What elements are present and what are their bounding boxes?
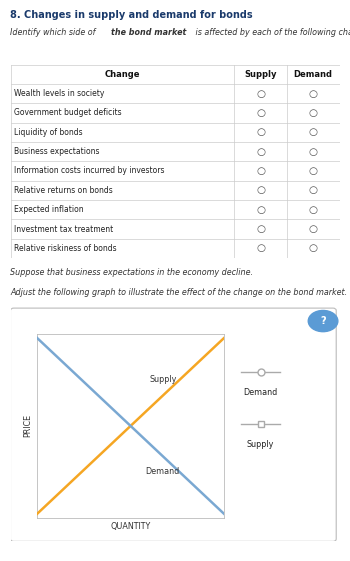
Text: Investment tax treatment: Investment tax treatment — [14, 224, 113, 233]
Text: ○: ○ — [309, 108, 318, 118]
Text: Government budget deficits: Government budget deficits — [14, 108, 121, 117]
Text: ○: ○ — [309, 166, 318, 176]
X-axis label: QUANTITY: QUANTITY — [111, 522, 151, 531]
Text: Identify which side of: Identify which side of — [10, 29, 98, 38]
Text: is affected by each of the following changes.: is affected by each of the following cha… — [193, 29, 350, 38]
Text: Adjust the following graph to illustrate the effect of the change on the bond ma: Adjust the following graph to illustrate… — [10, 288, 348, 297]
Text: Supply: Supply — [247, 440, 274, 449]
Text: Relative returns on bonds: Relative returns on bonds — [14, 186, 113, 195]
Text: Liquidity of bonds: Liquidity of bonds — [14, 128, 82, 137]
Text: Demand: Demand — [243, 388, 278, 397]
Text: Wealth levels in society: Wealth levels in society — [14, 89, 104, 98]
FancyBboxPatch shape — [10, 308, 336, 541]
Text: ○: ○ — [256, 205, 265, 215]
Text: ○: ○ — [256, 185, 265, 195]
Text: the bond market: the bond market — [111, 29, 186, 38]
Text: ○: ○ — [309, 146, 318, 157]
Text: ○: ○ — [256, 89, 265, 99]
Text: Change: Change — [105, 70, 140, 79]
Text: ○: ○ — [309, 89, 318, 99]
Text: ○: ○ — [309, 185, 318, 195]
Text: Business expectations: Business expectations — [14, 147, 99, 156]
Text: ○: ○ — [256, 224, 265, 234]
Text: ○: ○ — [309, 243, 318, 254]
Text: Relative riskiness of bonds: Relative riskiness of bonds — [14, 244, 117, 253]
Text: ○: ○ — [309, 205, 318, 215]
Text: Expected inflation: Expected inflation — [14, 205, 83, 214]
Text: ○: ○ — [256, 166, 265, 176]
Text: ○: ○ — [256, 146, 265, 157]
Text: Demand: Demand — [146, 467, 180, 476]
Text: Supply: Supply — [244, 70, 277, 79]
Text: Information costs incurred by investors: Information costs incurred by investors — [14, 167, 164, 176]
Circle shape — [308, 310, 338, 332]
Text: Demand: Demand — [294, 70, 333, 79]
Text: ○: ○ — [309, 224, 318, 234]
Text: ○: ○ — [256, 127, 265, 137]
Text: Suppose that business expectations in the economy decline.: Suppose that business expectations in th… — [10, 269, 253, 278]
Text: ○: ○ — [309, 127, 318, 137]
Text: ○: ○ — [256, 108, 265, 118]
Y-axis label: PRICE: PRICE — [24, 415, 33, 438]
Text: 8. Changes in supply and demand for bonds: 8. Changes in supply and demand for bond… — [10, 10, 253, 20]
Text: ?: ? — [320, 316, 326, 326]
Text: Supply: Supply — [149, 375, 177, 384]
Text: ○: ○ — [256, 243, 265, 254]
